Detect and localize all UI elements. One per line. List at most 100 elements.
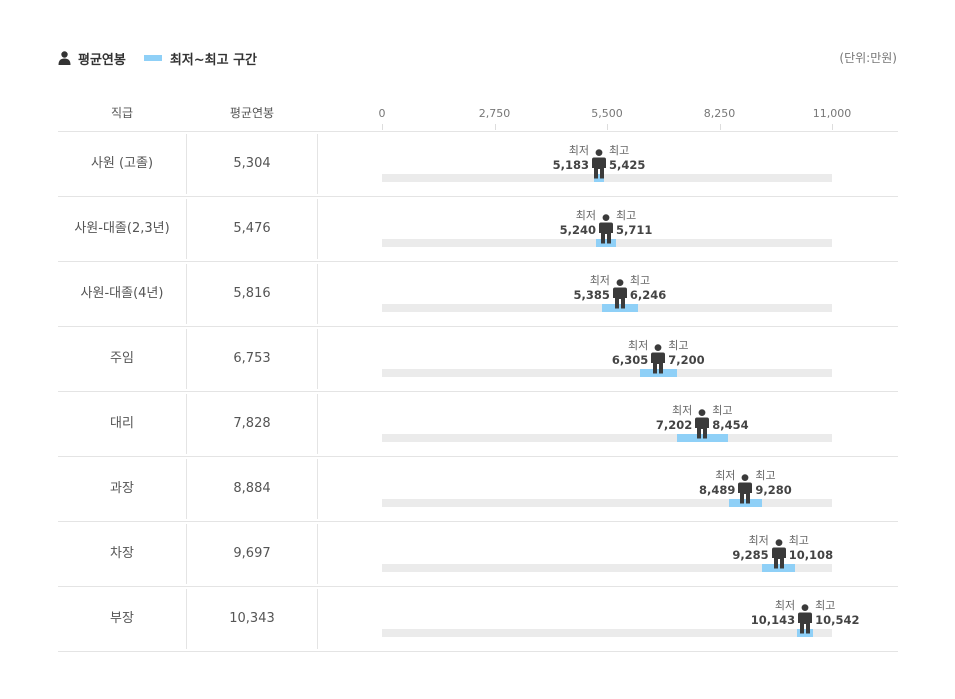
max-caption: 최고 [608, 144, 630, 157]
table-row: 대리 7,828 최저 7,202 최고 8,454 [58, 392, 898, 457]
rank-cell: 사원-대졸(4년) [58, 264, 187, 324]
max-value-label: 10,108 [788, 548, 834, 562]
table-header: 직급 평균연봉 0 2,750 5,500 8,250 11,000 [58, 96, 898, 132]
legend-range: 최저~최고 구간 [143, 49, 258, 68]
legend-range-swatch [143, 55, 162, 61]
range-track [382, 434, 832, 442]
table-row: 부장 10,343 최저 10,143 최고 10,542 [58, 587, 898, 652]
min-caption: 최저 [568, 144, 589, 157]
avg-salary-cell: 6,753 [187, 329, 318, 389]
max-caption: 최고 [629, 274, 651, 287]
max-caption: 최고 [815, 599, 836, 612]
max-caption: 최고 [712, 404, 733, 417]
min-value-label: 9,285 [732, 548, 769, 562]
table-row: 과장 8,884 최저 8,489 최고 9,280 [58, 457, 898, 522]
rank-cell: 과장 [58, 459, 187, 519]
rank-cell: 사원-대졸(2,3년) [58, 199, 187, 259]
table-row: 차장 9,697 최저 9,285 최고 10,108 [58, 522, 898, 587]
min-value-label: 8,489 [699, 483, 736, 497]
x-tick-label: 2,750 [478, 107, 511, 120]
avg-salary-cell: 9,697 [187, 524, 318, 584]
min-caption: 최저 [628, 339, 649, 352]
range-track [382, 564, 832, 572]
min-caption: 최저 [774, 599, 796, 612]
avg-salary-cell: 7,828 [187, 394, 318, 454]
salary-range-bar [602, 304, 638, 312]
avg-salary-cell: 5,476 [187, 199, 318, 259]
range-track [382, 499, 832, 507]
person-icon [650, 344, 666, 374]
x-tick-mark [382, 124, 383, 130]
min-caption: 최저 [589, 274, 610, 287]
table-row: 사원-대졸(2,3년) 5,476 최저 5,240 최고 5,711 [58, 197, 898, 262]
max-value-label: 7,200 [668, 353, 705, 367]
min-value-label: 5,183 [552, 158, 589, 172]
max-caption: 최고 [668, 339, 689, 352]
person-icon [797, 604, 813, 634]
salary-range-bar [596, 239, 616, 247]
table-body: 사원 (고졸) 5,304 최저 5,183 최고 5,425 사원-대졸(2,3년) 5,4… [58, 132, 898, 652]
header-avg: 평균연봉 [229, 106, 275, 120]
avg-salary-cell: 10,343 [187, 589, 318, 649]
x-tick-label: 0 [378, 107, 386, 120]
max-caption: 최고 [616, 209, 637, 222]
max-value-label: 8,454 [712, 418, 749, 432]
rank-cell: 부장 [58, 589, 187, 649]
min-value-label: 6,305 [611, 353, 649, 367]
x-tick-mark [494, 124, 496, 130]
avg-salary-cell: 5,304 [187, 134, 318, 194]
table-row: 사원 (고졸) 5,304 최저 5,183 최고 5,425 [58, 132, 898, 197]
min-caption: 최저 [748, 534, 769, 547]
person-icon [591, 149, 607, 179]
min-value-label: 5,385 [573, 288, 610, 302]
min-caption: 최저 [575, 209, 597, 222]
person-icon [612, 279, 628, 309]
person-icon [694, 409, 710, 439]
legend-avg-label: 평균연봉 [78, 52, 126, 68]
table-row: 주임 6,753 최저 6,305 최고 7,200 [58, 327, 898, 392]
rank-cell: 대리 [58, 394, 187, 454]
x-tick-mark [607, 124, 608, 130]
range-track [382, 174, 832, 182]
unit-label: (단위:만원) [839, 51, 897, 65]
salary-range-bar [676, 434, 728, 442]
min-value-label: 5,240 [559, 223, 597, 237]
range-track [382, 629, 832, 637]
header-rank: 직급 [110, 106, 134, 120]
min-value-label: 7,202 [655, 418, 693, 432]
x-tick-label: 8,250 [703, 107, 736, 120]
salary-range-bar [594, 174, 604, 182]
max-caption: 최고 [788, 534, 809, 547]
rank-cell: 사원 (고졸) [58, 134, 187, 194]
x-tick-label: 11,000 [812, 107, 852, 120]
avg-salary-cell: 8,884 [187, 459, 318, 519]
person-icon [598, 214, 614, 244]
min-value-label: 10,143 [750, 613, 796, 627]
salary-range-bar [639, 369, 677, 377]
person-icon [737, 474, 753, 504]
table-row: 사원-대졸(4년) 5,816 최저 5,385 최고 6,246 [58, 262, 898, 327]
max-caption: 최고 [755, 469, 776, 482]
max-value-label: 9,280 [755, 483, 792, 497]
range-track [382, 369, 832, 377]
max-value-label: 6,246 [629, 288, 667, 302]
rank-cell: 주임 [58, 329, 187, 389]
salary-range-bar [796, 629, 814, 637]
x-tick-mark [832, 124, 833, 130]
x-tick-mark [719, 124, 721, 130]
salary-table: 직급 평균연봉 0 2,750 5,500 8,250 11,000 사원 (고졸) 5,… [58, 96, 898, 652]
salary-range-bar [729, 499, 762, 507]
chart-legend: 평균연봉 최저~최고 구간 [58, 48, 275, 68]
max-value-label: 5,425 [608, 158, 646, 172]
salary-range-bar [761, 564, 796, 572]
rank-cell: 차장 [58, 524, 187, 584]
min-caption: 최저 [715, 469, 736, 482]
x-tick-label: 5,500 [591, 107, 623, 120]
person-icon [771, 539, 787, 569]
max-value-label: 5,711 [616, 223, 653, 237]
max-value-label: 10,542 [815, 613, 860, 627]
legend-avg: 평균연봉 [58, 49, 126, 68]
person-icon [58, 51, 71, 65]
min-caption: 최저 [672, 404, 693, 417]
legend-range-label: 최저~최고 구간 [169, 52, 258, 68]
